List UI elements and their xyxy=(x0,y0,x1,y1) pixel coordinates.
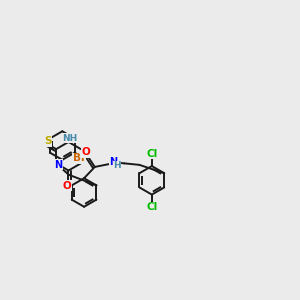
Text: Cl: Cl xyxy=(146,202,158,212)
Text: O: O xyxy=(63,181,71,191)
Text: S: S xyxy=(44,136,52,146)
Text: NH: NH xyxy=(62,134,78,142)
Text: Cl: Cl xyxy=(147,148,158,159)
Text: Br: Br xyxy=(73,153,86,163)
Text: N: N xyxy=(55,160,63,170)
Text: H: H xyxy=(113,161,121,170)
Text: O: O xyxy=(82,147,90,157)
Text: N: N xyxy=(109,157,117,166)
